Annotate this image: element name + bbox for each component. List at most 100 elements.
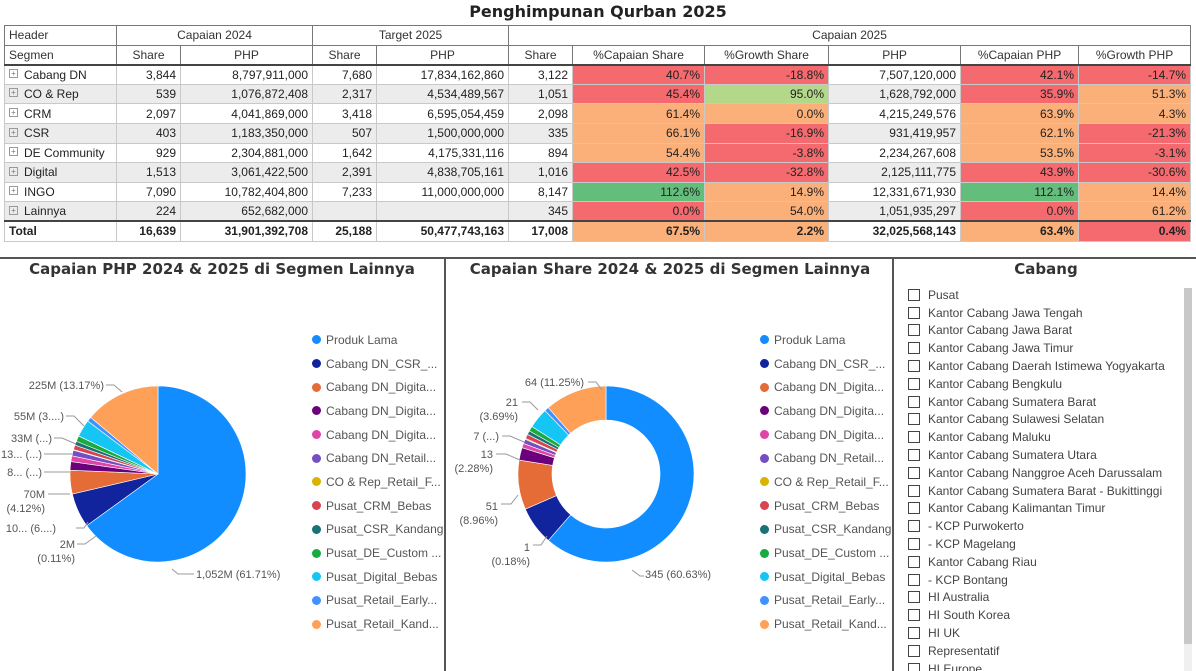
legend-item[interactable]: Pusat_Retail_Early... [312,589,448,613]
checkbox-icon[interactable] [908,360,920,373]
legend-item[interactable]: Pusat_Retail_Kand... [760,612,896,636]
cabang-scrollbar[interactable] [1184,288,1192,671]
col-header-capaian-php[interactable]: %Capaian PHP [960,44,1080,66]
segmen-cell[interactable]: + CRM [4,103,117,124]
cabang-item[interactable]: Kantor Cabang Sumatera Barat - Bukitting… [908,482,1178,500]
col-header-php-2024[interactable]: PHP [179,44,314,66]
cabang-item[interactable]: Kantor Cabang Sumatera Utara [908,446,1178,464]
cabang-item[interactable]: HI UK [908,624,1178,642]
cabang-item[interactable]: HI South Korea [908,606,1178,624]
cabang-item[interactable]: Kantor Cabang Jawa Tengah [908,304,1178,322]
col-header-growth-share[interactable]: %Growth Share [704,44,830,66]
cabang-item[interactable]: Kantor Cabang Riau [908,553,1178,571]
col-header-capaian-share[interactable]: %Capaian Share [572,44,706,66]
cabang-item[interactable]: - KCP Magelang [908,535,1178,553]
legend-item[interactable]: Produk Lama [312,328,448,352]
pie-slice[interactable] [547,385,607,434]
segmen-cell[interactable]: + DE Community [4,142,117,164]
legend-item[interactable]: Cabang DN_CSR_... [312,352,448,376]
legend-item[interactable]: Pusat_DE_Custom ... [312,541,448,565]
checkbox-icon[interactable] [908,609,920,622]
cabang-item[interactable]: Kantor Cabang Kalimantan Timur [908,500,1178,518]
cabang-item[interactable]: Kantor Cabang Jawa Barat [908,322,1178,340]
segmen-cell[interactable]: + CSR [4,122,117,144]
legend-item[interactable]: Pusat_CRM_Bebas [312,494,448,518]
segmen-cell[interactable]: + Digital [4,162,117,183]
legend-item[interactable]: Cabang DN_Digita... [312,375,448,399]
cabang-item[interactable]: Kantor Cabang Sumatera Barat [908,393,1178,411]
col-header-segmen[interactable]: Segmen [4,44,117,66]
legend-item[interactable]: Pusat_CSR_Kandang [312,518,448,542]
legend-item[interactable]: Pusat_CSR_Kandang [760,518,896,542]
cabang-item[interactable]: Kantor Cabang Bengkulu [908,375,1178,393]
col-header-php-2025[interactable]: PHP [828,44,962,66]
expand-icon[interactable]: + [9,166,18,176]
col-header-share-2024[interactable]: Share [116,44,181,66]
cabang-item[interactable]: Kantor Cabang Daerah Istimewa Yogyakarta [908,357,1178,375]
checkbox-icon[interactable] [908,466,920,479]
cabang-item[interactable]: Kantor Cabang Nanggroe Aceh Darussalam [908,464,1178,482]
checkbox-icon[interactable] [908,395,920,408]
col-header-share-target[interactable]: Share [312,44,378,66]
checkbox-icon[interactable] [908,627,920,640]
cabang-item[interactable]: Pusat [908,286,1178,304]
checkbox-icon[interactable] [908,555,920,568]
legend-item[interactable]: Pusat_Digital_Bebas [312,565,448,589]
legend-item[interactable]: Cabang DN_Retail... [312,446,448,470]
cabang-item[interactable]: HI Australia [908,589,1178,607]
legend-item[interactable]: Pusat_DE_Custom ... [760,541,896,565]
segmen-cell[interactable]: + Cabang DN [4,64,117,85]
checkbox-icon[interactable] [908,502,920,515]
legend-item[interactable]: CO & Rep_Retail_F... [312,470,448,494]
expand-icon[interactable]: + [9,69,18,79]
segmen-cell[interactable]: + CO & Rep [4,83,117,105]
col-header-growth-php[interactable]: %Growth PHP [1078,44,1192,66]
legend-item[interactable]: Produk Lama [760,328,896,352]
checkbox-icon[interactable] [908,520,920,533]
checkbox-icon[interactable] [908,644,920,657]
expand-icon[interactable]: + [9,205,18,215]
checkbox-icon[interactable] [908,324,920,337]
cabang-item[interactable]: Kantor Cabang Maluku [908,428,1178,446]
checkbox-icon[interactable] [908,591,920,604]
legend-item[interactable]: Cabang DN_Digita... [312,399,448,423]
segmen-cell[interactable]: + Lainnya [4,201,117,222]
checkbox-icon[interactable] [908,538,920,551]
col-header-php-target[interactable]: PHP [376,44,510,66]
checkbox-icon[interactable] [908,306,920,319]
col-header-share-2025[interactable]: Share [508,44,574,66]
segmen-cell[interactable]: + INGO [4,181,117,203]
checkbox-icon[interactable] [908,449,920,462]
legend-item[interactable]: Cabang DN_Digita... [760,423,896,447]
checkbox-icon[interactable] [908,288,920,301]
checkbox-icon[interactable] [908,662,920,671]
legend-item[interactable]: Cabang DN_Digita... [312,423,448,447]
pie-slice[interactable] [86,385,247,563]
expand-icon[interactable]: + [9,108,18,117]
legend-item[interactable]: Cabang DN_CSR_... [760,352,896,376]
legend-item[interactable]: Cabang DN_Digita... [760,399,896,423]
cabang-item[interactable]: Kantor Cabang Sulawesi Selatan [908,411,1178,429]
checkbox-icon[interactable] [908,573,920,586]
legend-item[interactable]: Pusat_Retail_Early... [760,589,896,613]
legend-item[interactable]: Cabang DN_Retail... [760,446,896,470]
legend-item[interactable]: Pusat_CRM_Bebas [760,494,896,518]
cabang-scroll-thumb[interactable] [1184,288,1192,644]
legend-item[interactable]: CO & Rep_Retail_F... [760,470,896,494]
expand-icon[interactable]: + [9,186,18,196]
cabang-item[interactable]: - KCP Bontang [908,571,1178,589]
expand-icon[interactable]: + [9,147,18,157]
legend-item[interactable]: Pusat_Digital_Bebas [760,565,896,589]
pie-slice[interactable] [90,385,159,475]
cabang-item[interactable]: HI Europe [908,660,1178,671]
cabang-item[interactable]: Kantor Cabang Jawa Timur [908,339,1178,357]
expand-icon[interactable]: + [9,88,18,98]
checkbox-icon[interactable] [908,413,920,426]
legend-item[interactable]: Cabang DN_Digita... [760,375,896,399]
checkbox-icon[interactable] [908,431,920,444]
checkbox-icon[interactable] [908,377,920,390]
pie-slice[interactable] [547,385,695,563]
legend-item[interactable]: Pusat_Retail_Kand... [312,612,448,636]
cabang-item[interactable]: Representatif [908,642,1178,660]
cabang-item[interactable]: - KCP Purwokerto [908,517,1178,535]
